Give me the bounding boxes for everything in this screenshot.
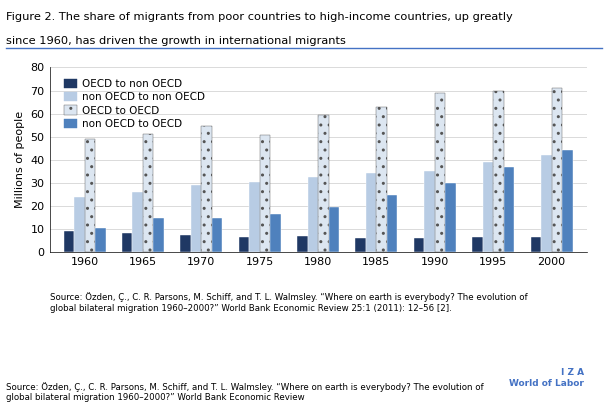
Bar — [74, 196, 85, 252]
Bar — [260, 135, 270, 252]
Bar — [531, 237, 541, 252]
Text: since 1960, has driven the growth in international migrants: since 1960, has driven the growth in int… — [6, 36, 346, 46]
Bar — [483, 162, 493, 252]
Bar — [297, 236, 308, 252]
Bar — [435, 93, 445, 252]
Legend: OECD to non OECD, non OECD to non OECD, OECD to OECD, non OECD to OECD: OECD to non OECD, non OECD to non OECD, … — [60, 74, 209, 133]
Bar — [201, 126, 212, 252]
Bar — [191, 185, 201, 252]
Bar — [493, 90, 503, 252]
Bar — [153, 219, 164, 252]
Bar — [64, 231, 74, 252]
Bar — [551, 88, 562, 252]
Bar — [562, 150, 573, 252]
Bar — [270, 214, 281, 252]
Bar — [472, 237, 483, 252]
Bar — [376, 107, 387, 252]
Bar — [308, 177, 318, 252]
Bar — [328, 207, 339, 252]
Bar — [95, 227, 106, 252]
Text: I Z A
World of Labor: I Z A World of Labor — [509, 368, 584, 388]
Bar — [212, 219, 223, 252]
Bar — [85, 139, 95, 252]
Bar — [503, 166, 514, 252]
Bar — [445, 183, 456, 252]
Bar — [318, 115, 328, 252]
Text: Source: Özden, Ç., C. R. Parsons, M. Schiff, and T. L. Walmsley. “Where on earth: Source: Özden, Ç., C. R. Parsons, M. Sch… — [49, 292, 527, 313]
Bar — [249, 181, 260, 252]
Bar — [143, 134, 153, 252]
Bar — [424, 171, 435, 252]
Bar — [239, 237, 249, 252]
Bar — [366, 173, 376, 252]
Text: Figure 2. The share of migrants from poor countries to high-income countries, up: Figure 2. The share of migrants from poo… — [6, 12, 513, 22]
Bar — [387, 196, 398, 252]
Bar — [356, 238, 366, 252]
Bar — [414, 238, 424, 252]
Bar — [181, 235, 191, 252]
Y-axis label: Millions of people: Millions of people — [15, 111, 25, 208]
Bar — [122, 234, 133, 252]
Text: Source: Özden, Ç., C. R. Parsons, M. Schiff, and T. L. Walmsley. “Where on earth: Source: Özden, Ç., C. R. Parsons, M. Sch… — [6, 382, 484, 402]
Bar — [133, 192, 143, 252]
Bar — [541, 155, 551, 252]
